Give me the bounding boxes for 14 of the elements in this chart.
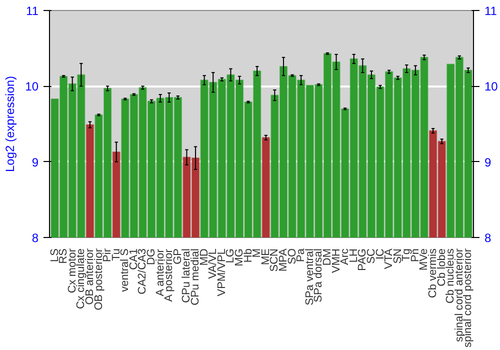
y2-tick-label: 8 xyxy=(484,231,492,245)
y-tick-label: 10 xyxy=(25,80,39,94)
y-axis-title: Log2 (expression) xyxy=(3,76,18,172)
x-tick-label: A posterior xyxy=(163,248,176,302)
y-tick-label: 9 xyxy=(32,155,39,170)
x-tick-label: Tg xyxy=(400,248,413,262)
y-tick-label: 11 xyxy=(26,4,39,18)
x-tick-label: RS xyxy=(58,248,70,264)
y2-tick-label: 10 xyxy=(484,80,498,94)
y2-tick-label: 9 xyxy=(484,155,492,170)
x-tick-label: DM xyxy=(321,248,334,266)
x-tick-label: spinal cord posterior xyxy=(462,248,474,348)
y-tick-label: 8 xyxy=(32,231,39,245)
y2-tick-label: 11 xyxy=(484,4,498,18)
